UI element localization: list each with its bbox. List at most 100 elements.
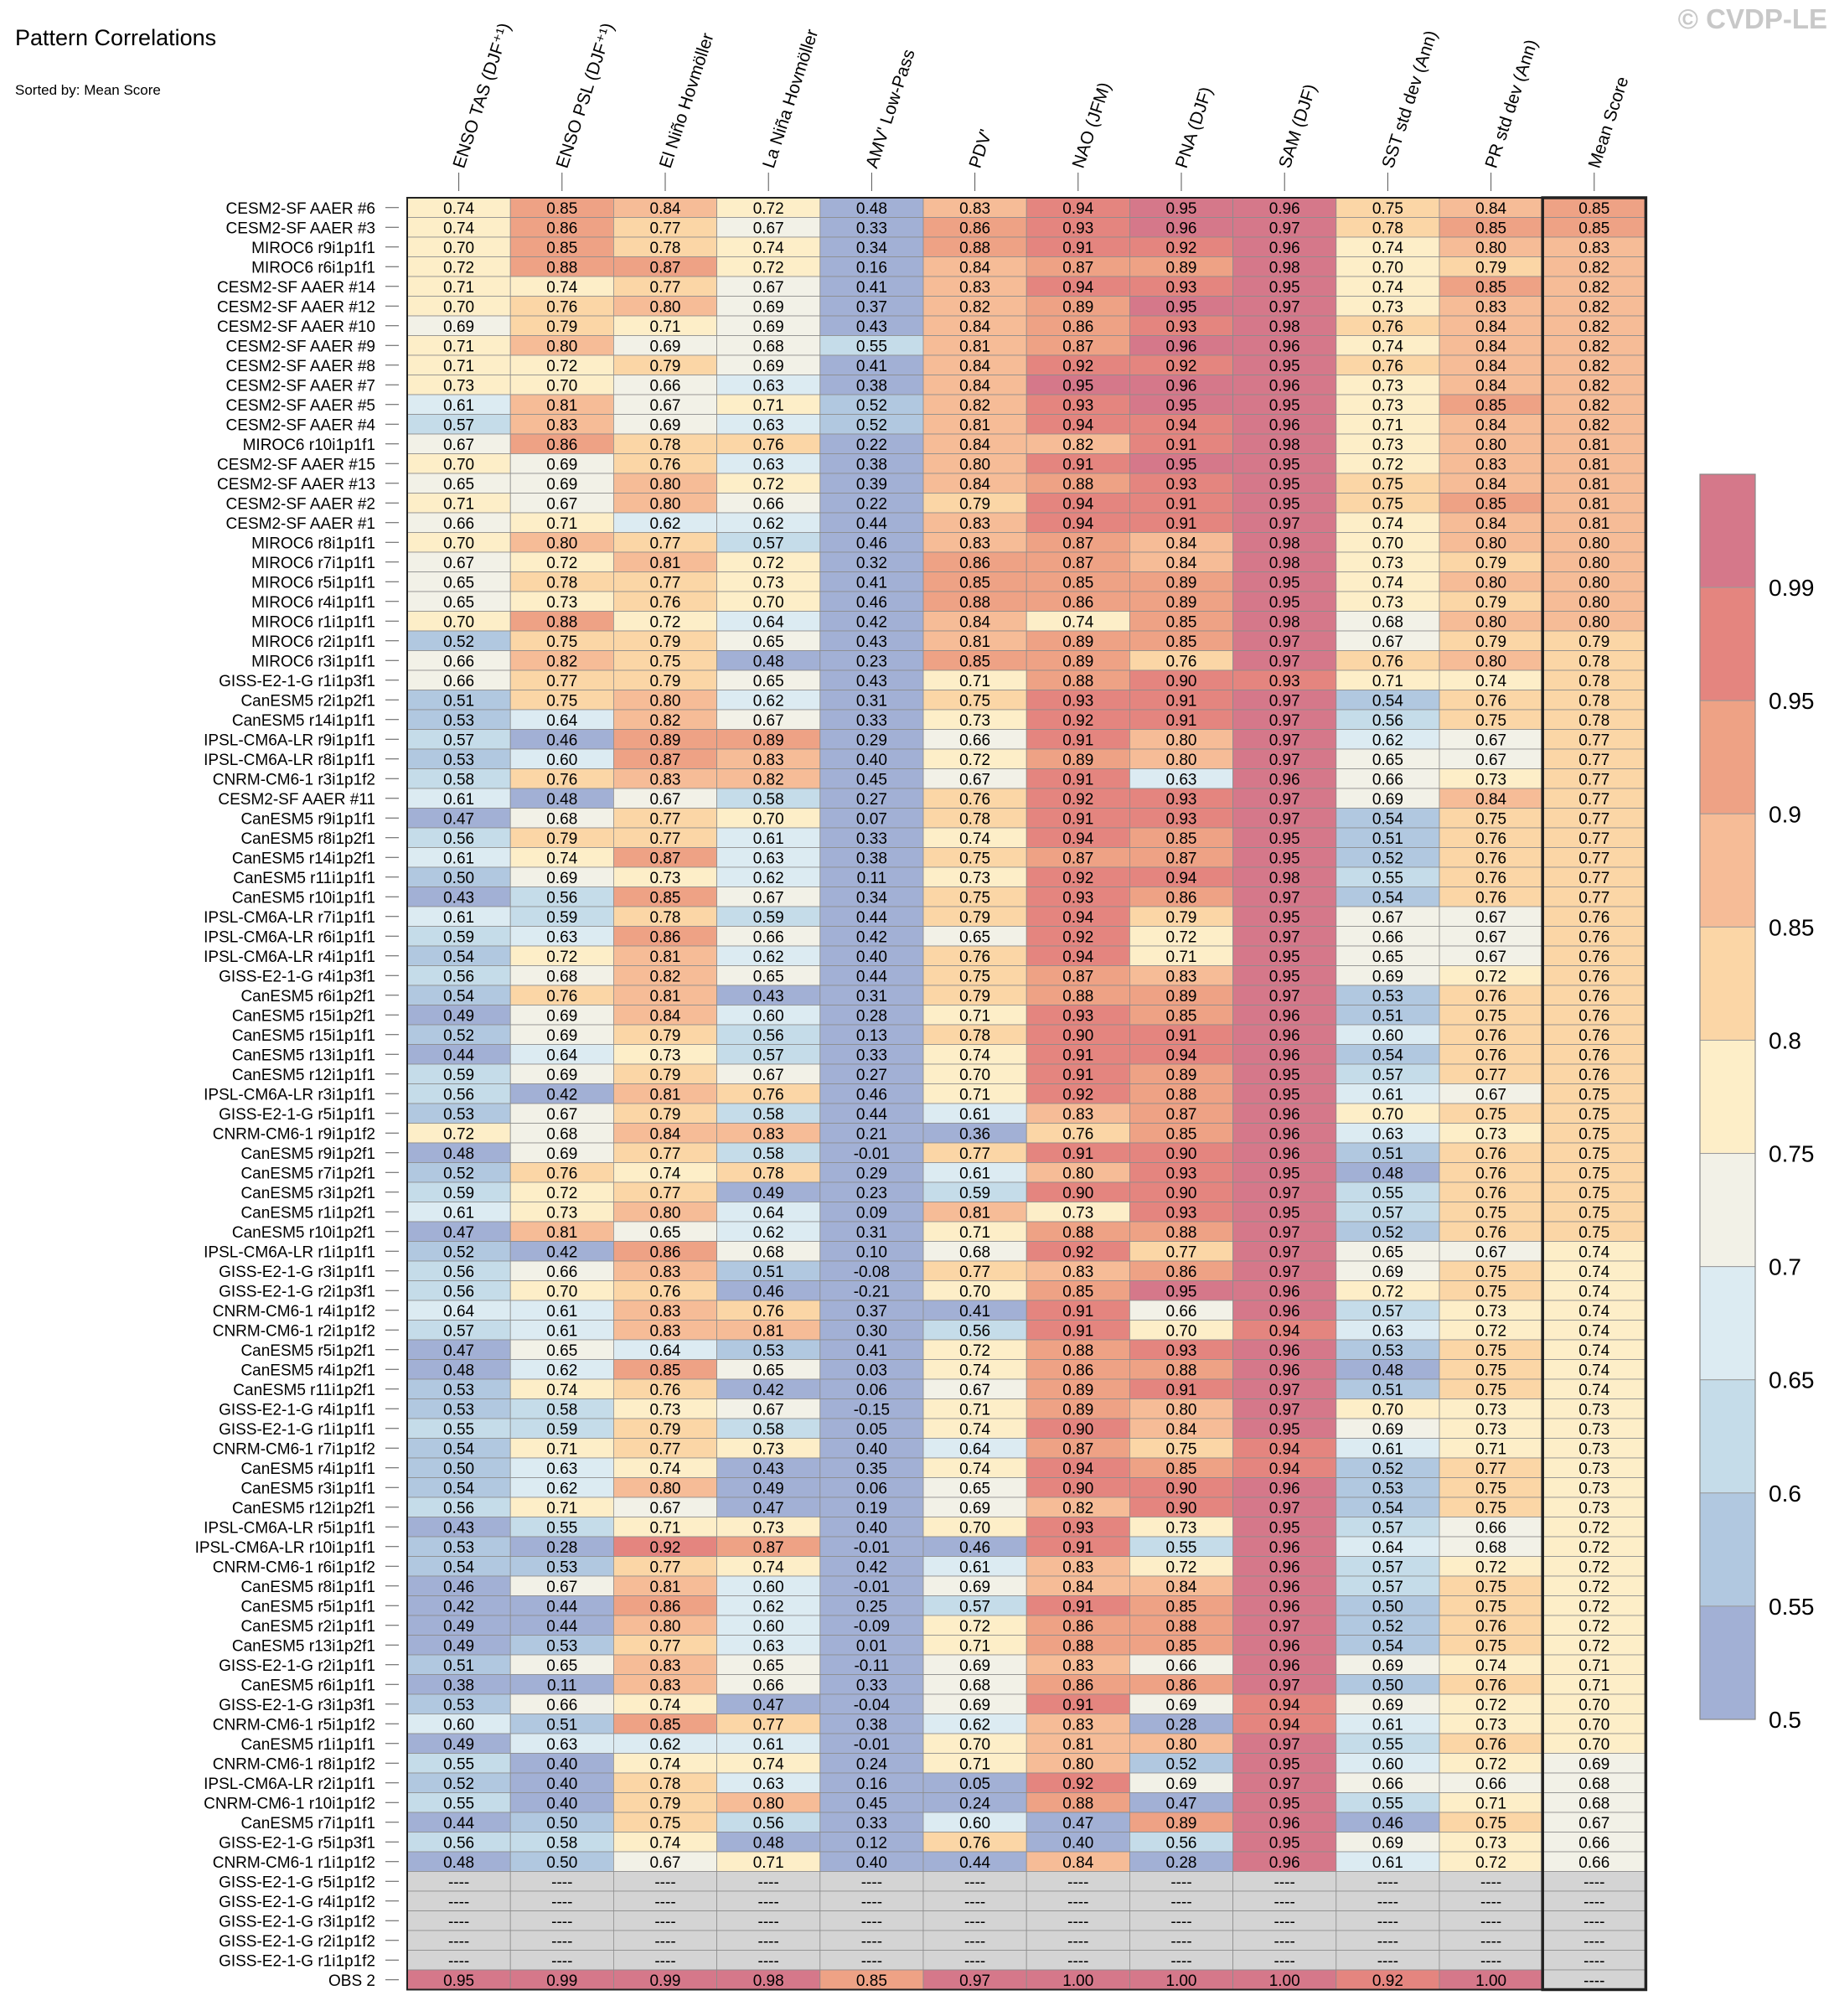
cell-value: 0.61 [753, 830, 784, 848]
cell-value: 0.86 [1166, 1264, 1197, 1281]
cell-value: 0.97 [1269, 1736, 1300, 1754]
cell-value: 0.93 [1062, 692, 1093, 710]
cell-value: 0.83 [959, 279, 990, 297]
cell-value: 0.75 [1475, 1598, 1506, 1615]
cell-value: 0.60 [546, 752, 577, 769]
cell-value: 0.80 [650, 692, 681, 710]
row-label: CanESM5 r2i1p2f1 [240, 692, 375, 710]
cell-value: ---- [551, 1952, 572, 1970]
cell-value: ---- [1377, 1952, 1398, 1970]
cell-value: 0.98 [1269, 318, 1300, 336]
row-label: CNRM-CM6-1 r10i1p1f2 [204, 1795, 375, 1812]
cell-value: 0.74 [1578, 1342, 1609, 1360]
cell-value: 0.56 [959, 1322, 990, 1340]
cell-value: 0.33 [856, 1677, 887, 1694]
cell-value: 0.74 [1475, 673, 1506, 690]
cell-value: 0.83 [959, 200, 990, 218]
cell-value: 0.79 [546, 830, 577, 848]
cell-value: 0.56 [753, 1815, 784, 1832]
cell-value: 0.58 [546, 1834, 577, 1852]
cell-value: 0.91 [1062, 1697, 1093, 1714]
cell-value: 0.97 [959, 1972, 990, 1990]
cell-value: 0.88 [1062, 1224, 1093, 1242]
cell-value: 0.75 [1475, 810, 1506, 828]
cell-value: 0.84 [1475, 377, 1506, 395]
cell-value: 0.41 [959, 1303, 990, 1321]
cell-value: 0.63 [753, 377, 784, 395]
cell-value: 0.81 [959, 1204, 990, 1222]
cell-value: 0.55 [443, 1755, 474, 1773]
cell-value: 0.50 [546, 1815, 577, 1832]
cell-value: 0.60 [443, 1716, 474, 1734]
cell-value: 0.52 [1372, 1460, 1403, 1478]
cell-value: 0.09 [856, 1204, 887, 1222]
cell-value: 0.06 [856, 1480, 887, 1497]
cell-value: ---- [1377, 1933, 1398, 1951]
cell-value: 0.80 [1475, 240, 1506, 257]
cell-value: 0.51 [546, 1716, 577, 1734]
cell-value: 0.61 [1372, 1440, 1403, 1458]
row-label: CanESM5 r5i1p2f1 [240, 1342, 375, 1360]
cell-value: 0.65 [443, 476, 474, 494]
cell-value: 0.45 [856, 771, 887, 788]
cell-value: 0.96 [1269, 1303, 1300, 1321]
cell-value: 0.78 [959, 810, 990, 828]
cell-value: 0.85 [1166, 830, 1197, 848]
cell-value: 0.28 [1166, 1854, 1197, 1872]
cell-value: 0.73 [1578, 1440, 1609, 1458]
cell-value: 0.67 [1578, 1815, 1609, 1832]
row-label: CanESM5 r12i1p2f1 [232, 1500, 375, 1517]
cell-value: 0.77 [959, 1264, 990, 1281]
row-label: CanESM5 r13i1p1f1 [232, 1047, 375, 1064]
cell-value: 0.58 [443, 771, 474, 788]
row-label: IPSL-CM6A-LR r5i1p1f1 [204, 1519, 375, 1537]
cell-value: 0.76 [650, 1283, 681, 1300]
colorbar-bin [1699, 1266, 1756, 1381]
cell-value: 0.83 [650, 771, 681, 788]
cell-value: 0.86 [650, 1598, 681, 1615]
cell-value: 0.98 [1269, 259, 1300, 277]
cell-value: 0.95 [1269, 456, 1300, 473]
cell-value: 0.64 [546, 712, 577, 730]
cell-value: 0.77 [650, 1440, 681, 1458]
cell-value: 0.80 [546, 338, 577, 355]
cell-value: 0.69 [959, 1697, 990, 1714]
cell-value: 0.82 [1578, 279, 1609, 297]
row-label: CESM2-SF AAER #11 [218, 791, 375, 809]
cell-value: 0.59 [443, 1067, 474, 1084]
cell-value: 0.91 [1166, 1027, 1197, 1045]
cell-value: 0.38 [856, 850, 887, 867]
cell-value: 0.71 [753, 1854, 784, 1872]
cell-value: 0.80 [1475, 535, 1506, 552]
cell-value: 0.61 [443, 850, 474, 867]
cell-value: 0.94 [1269, 1322, 1300, 1340]
cell-value: 0.86 [546, 220, 577, 237]
row-label: IPSL-CM6A-LR r9i1p1f1 [204, 731, 375, 749]
cell-value: 0.96 [1166, 338, 1197, 355]
cell-value: 0.74 [650, 1460, 681, 1478]
cell-value: 0.94 [1062, 279, 1093, 297]
row-label: CanESM5 r3i1p2f1 [240, 1185, 375, 1202]
cell-value: 0.62 [753, 692, 784, 710]
cell-value: 0.78 [1372, 220, 1403, 237]
cell-value: 0.87 [1062, 338, 1093, 355]
cell-value: 0.73 [1372, 397, 1403, 415]
cell-value: 0.70 [959, 1736, 990, 1754]
cell-value: 0.79 [959, 495, 990, 513]
cell-value: 0.66 [1372, 771, 1403, 788]
cell-value: 0.61 [546, 1322, 577, 1340]
cell-value: 0.74 [1578, 1322, 1609, 1340]
cell-value: 0.69 [1166, 1697, 1197, 1714]
row-label: CNRM-CM6-1 r9i1p1f2 [213, 1125, 375, 1143]
cell-value: 0.48 [443, 1145, 474, 1163]
colorbar-tick-label: 0.65 [1769, 1367, 1815, 1393]
cell-value: 0.97 [1269, 1776, 1300, 1793]
cell-value: 0.73 [1475, 1125, 1506, 1143]
cell-value: 0.66 [443, 653, 474, 670]
cell-value: 0.75 [1475, 1637, 1506, 1655]
cell-value: -0.04 [854, 1697, 891, 1714]
cell-value: 0.74 [1062, 613, 1093, 631]
column-header: ENSO PSL (DJF⁺¹) [553, 21, 618, 171]
cell-value: 0.29 [856, 731, 887, 749]
cell-value: 0.94 [1062, 830, 1093, 848]
